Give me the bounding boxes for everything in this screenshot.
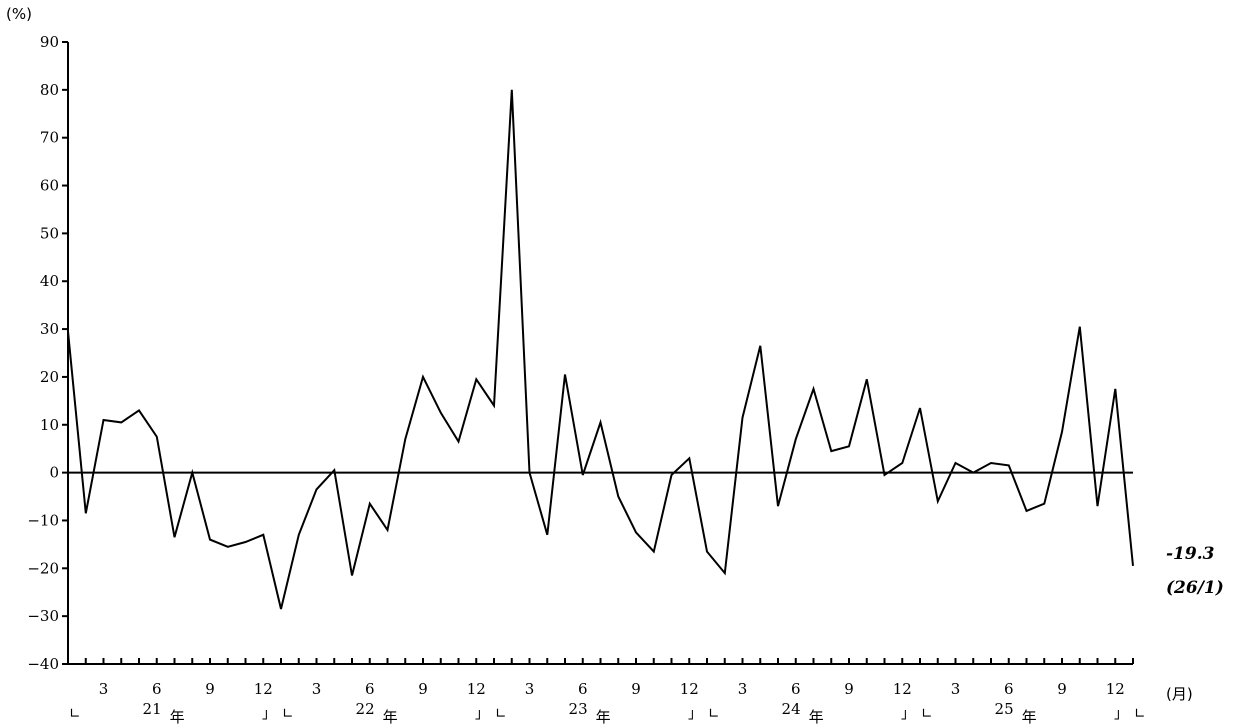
year-bracket-open: ∟ bbox=[69, 706, 81, 722]
x-tick-label: 3 bbox=[738, 680, 748, 698]
x-tick-label: 9 bbox=[418, 680, 428, 698]
y-tick-label: −10 bbox=[27, 511, 59, 529]
year-bracket-open: ∟ bbox=[495, 706, 507, 722]
y-tick-label: −20 bbox=[27, 559, 59, 577]
year-bracket-open: ∟ bbox=[1134, 706, 1146, 722]
year-bracket-open: ∟ bbox=[282, 706, 294, 722]
year-labels: 21 年 22 年 23 年 24 年 25 年 ∟ 」 ∟ 」 ∟ 」 ∟ 」 ∟ 」 ∟ bbox=[69, 700, 1146, 726]
year-label-suffix: 年 bbox=[170, 708, 185, 726]
year-bracket-close: 」 bbox=[901, 706, 915, 722]
x-tick-label: 3 bbox=[951, 680, 961, 698]
x-tick-label: 6 bbox=[578, 680, 588, 698]
x-tick-label: 9 bbox=[631, 680, 641, 698]
year-label-suffix: 年 bbox=[1022, 708, 1037, 726]
x-tick-label: 12 bbox=[254, 680, 273, 698]
series-line bbox=[67, 89, 1134, 610]
year-bracket-open: ∟ bbox=[921, 706, 933, 722]
year-label-suffix: 年 bbox=[596, 708, 611, 726]
x-tick-label: 9 bbox=[844, 680, 854, 698]
x-tick-label: 6 bbox=[152, 680, 162, 698]
x-tick-label: 6 bbox=[365, 680, 375, 698]
x-tick-label: 9 bbox=[1057, 680, 1067, 698]
y-tick-label: 0 bbox=[49, 464, 59, 482]
year-label-suffix: 年 bbox=[809, 708, 824, 726]
year-label-number: 23 bbox=[569, 700, 588, 718]
y-tick-label: 80 bbox=[40, 81, 59, 99]
y-tick-label: 40 bbox=[40, 272, 59, 290]
year-label-number: 21 bbox=[143, 700, 162, 718]
y-tick-label: 10 bbox=[40, 416, 59, 434]
y-tick-label: 90 bbox=[40, 33, 59, 51]
x-tick-label: 12 bbox=[680, 680, 699, 698]
x-tick-label: 6 bbox=[1004, 680, 1014, 698]
y-tick-label: −30 bbox=[27, 607, 59, 625]
year-label-number: 24 bbox=[782, 700, 801, 718]
x-tick-label: 12 bbox=[467, 680, 486, 698]
year-bracket-close: 」 bbox=[262, 706, 276, 722]
year-bracket-close: 」 bbox=[688, 706, 702, 722]
x-tick-label: 3 bbox=[99, 680, 109, 698]
y-tick-label: 50 bbox=[40, 224, 59, 242]
last-value-label: -19.3 bbox=[1166, 544, 1215, 564]
x-tick-label: 6 bbox=[791, 680, 801, 698]
y-tick-label: 60 bbox=[40, 177, 59, 195]
x-unit-label: (月) bbox=[1166, 685, 1193, 703]
x-tick-label: 9 bbox=[205, 680, 215, 698]
last-period-label: (26/1) bbox=[1166, 578, 1224, 598]
year-bracket-close: 」 bbox=[1114, 706, 1128, 722]
x-tick-label: 12 bbox=[893, 680, 912, 698]
axes bbox=[67, 42, 1133, 665]
year-label-number: 25 bbox=[995, 700, 1014, 718]
x-tick-label: 12 bbox=[1106, 680, 1125, 698]
x-axis-ticks: 3 6 9 12 3 6 9 12 3 6 9 12 3 6 9 12 3 6 9 12 bbox=[67, 658, 1134, 698]
year-label-suffix: 年 bbox=[383, 708, 398, 726]
series-group bbox=[67, 89, 1134, 610]
y-tick-label: 30 bbox=[40, 320, 59, 338]
y-unit-label: (%) bbox=[6, 5, 32, 23]
y-tick-label: 20 bbox=[40, 368, 59, 386]
x-tick-label: 3 bbox=[312, 680, 322, 698]
y-axis-ticks: −40 −30 −20 −10 0 10 20 30 40 50 60 70 80 90 bbox=[27, 33, 68, 673]
x-tick-label: 3 bbox=[525, 680, 535, 698]
y-tick-label: −40 bbox=[27, 655, 59, 673]
year-bracket-open: ∟ bbox=[708, 706, 720, 722]
year-label-number: 22 bbox=[356, 700, 375, 718]
year-bracket-close: 」 bbox=[475, 706, 489, 722]
y-tick-label: 70 bbox=[40, 129, 59, 147]
